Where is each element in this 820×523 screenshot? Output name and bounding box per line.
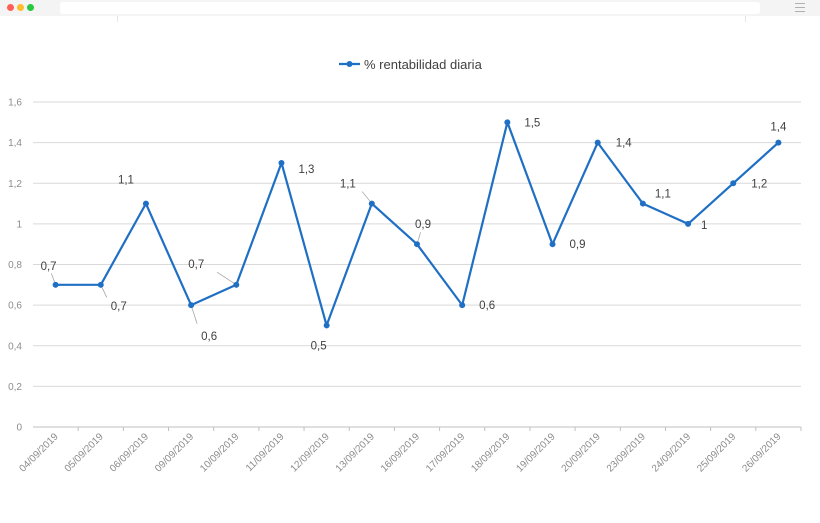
data-label: 0,6 [479, 300, 495, 312]
y-tick-label: 1 [16, 219, 22, 230]
data-point [459, 302, 466, 309]
y-tick-label: 0,4 [8, 341, 22, 352]
data-point [188, 302, 195, 309]
data-point [278, 159, 285, 166]
y-tick-label: 1,2 [8, 179, 22, 190]
data-label: 1 [701, 220, 707, 232]
x-tick-label: 13/09/2019 [334, 431, 377, 474]
legend-swatch-marker [346, 61, 353, 67]
close-button[interactable] [7, 4, 14, 11]
x-tick-label: 19/09/2019 [514, 431, 557, 474]
data-label: 0,7 [41, 261, 57, 273]
data-label-leader [216, 271, 237, 286]
address-bar[interactable] [60, 2, 760, 14]
x-tick-label: 24/09/2019 [650, 431, 693, 474]
data-point [97, 281, 104, 288]
data-point [323, 322, 330, 329]
data-point [639, 200, 646, 207]
x-tick-label: 04/09/2019 [18, 431, 61, 474]
data-label: 1,2 [751, 178, 767, 190]
data-point [730, 180, 737, 187]
data-label: 0,9 [415, 219, 431, 231]
x-tick-label: 16/09/2019 [379, 431, 422, 474]
data-point [52, 281, 59, 288]
x-tick-label: 06/09/2019 [108, 431, 151, 474]
x-tick-label: 11/09/2019 [244, 431, 287, 474]
data-label: 0,6 [201, 331, 217, 343]
window-titlebar [0, 0, 820, 16]
data-label: 1,3 [298, 164, 314, 176]
x-tick-label: 05/09/2019 [63, 431, 106, 474]
y-tick-label: 0,2 [8, 382, 22, 393]
data-point [775, 139, 782, 146]
data-label-leader [190, 305, 198, 324]
hamburger-menu-icon[interactable] [795, 3, 805, 13]
data-label: 0,9 [570, 239, 586, 251]
x-tick-label: 17/09/2019 [424, 431, 467, 474]
data-label: 1,1 [118, 175, 134, 187]
x-tick-label: 26/09/2019 [740, 431, 783, 474]
data-point [414, 241, 420, 248]
divider [745, 16, 746, 22]
data-label: 0,7 [188, 259, 204, 271]
data-point [233, 281, 240, 288]
data-label: 1,5 [524, 117, 540, 129]
data-point [368, 200, 375, 207]
data-label: 1,4 [616, 138, 633, 150]
data-point [549, 241, 556, 248]
divider [117, 16, 118, 22]
data-label: 0,7 [111, 301, 127, 313]
y-tick-label: 0 [16, 423, 22, 434]
y-tick-label: 1,6 [8, 98, 22, 109]
data-label: 1,4 [770, 122, 787, 134]
data-label: 1,1 [655, 189, 671, 201]
y-tick-label: 1,4 [8, 138, 22, 149]
x-tick-label: 23/09/2019 [605, 431, 648, 474]
x-tick-label: 10/09/2019 [198, 431, 241, 474]
x-tick-label: 18/09/2019 [469, 431, 512, 474]
legend-label: % rentabilidad diaria [364, 57, 483, 72]
maximize-button[interactable] [27, 4, 34, 11]
minimize-button[interactable] [17, 4, 24, 11]
x-tick-label: 09/09/2019 [153, 431, 196, 474]
data-point [685, 220, 692, 227]
data-label: 0,5 [311, 340, 327, 352]
data-point [594, 139, 601, 146]
data-label: 1,1 [340, 179, 356, 191]
y-tick-label: 0,8 [8, 260, 22, 271]
x-tick-label: 12/09/2019 [289, 431, 332, 474]
x-tick-label: 20/09/2019 [560, 431, 603, 474]
y-tick-label: 0,6 [8, 301, 22, 312]
data-point [504, 119, 511, 126]
data-point [142, 200, 149, 207]
x-tick-label: 25/09/2019 [695, 431, 738, 474]
